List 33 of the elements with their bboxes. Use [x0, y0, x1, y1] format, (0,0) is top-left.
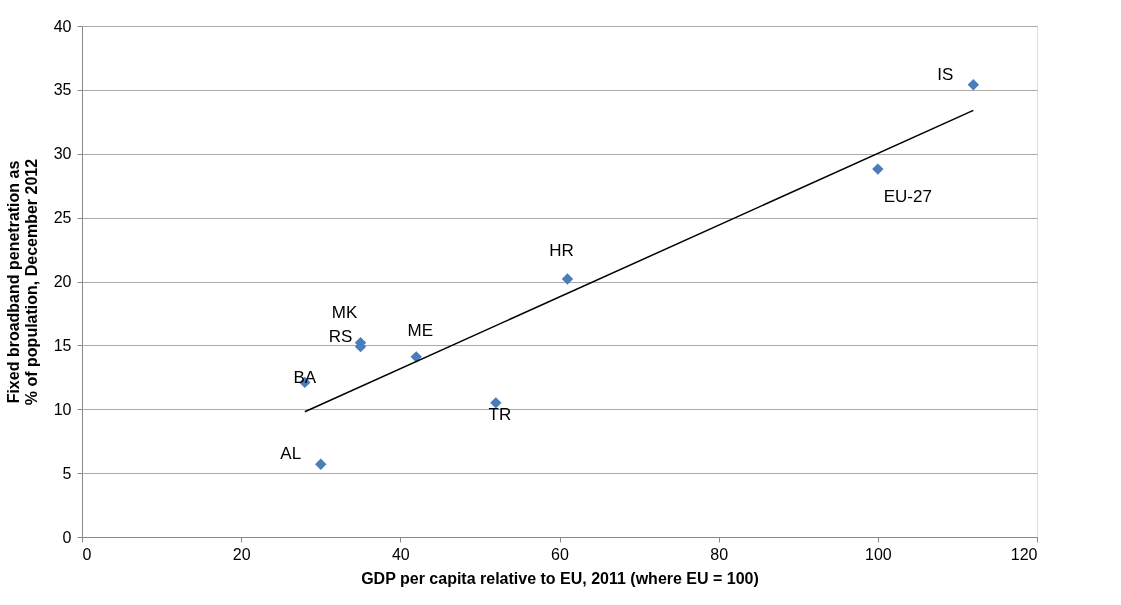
- annotation: BA: [293, 368, 317, 388]
- x-tick-label: 80: [710, 545, 729, 563]
- annotation: RS: [328, 326, 353, 346]
- y-tick-label: 25: [53, 209, 72, 227]
- x-tick-label: 0: [82, 545, 92, 563]
- annotation: MK: [331, 302, 358, 322]
- y-tick-label: 40: [53, 17, 72, 35]
- x-tick-label: 20: [232, 545, 251, 563]
- point: [872, 163, 884, 175]
- point: [967, 79, 980, 91]
- y-tick-label: 10: [53, 400, 72, 418]
- x-axis-title: GDP per capita relative to EU, 2011 (where EU = 100): [361, 569, 759, 587]
- annotation: HR: [549, 240, 574, 260]
- x-tick-label: 100: [864, 545, 892, 563]
- annotation: AL: [280, 444, 302, 464]
- y-tick-label: 0: [62, 528, 72, 546]
- annotation: IS: [937, 64, 954, 84]
- x-tick-label: 40: [391, 545, 410, 563]
- point: [490, 397, 502, 409]
- annotation: TR: [488, 404, 512, 424]
- annotation: ME: [407, 320, 433, 340]
- point: [561, 273, 574, 285]
- y-tick-label: 5: [62, 464, 72, 482]
- y-tick-label: 35: [53, 81, 72, 99]
- y-tick-label: 15: [53, 336, 72, 354]
- x-tick-label: 60: [551, 545, 569, 563]
- annotation: EU-27: [883, 187, 932, 207]
- y-axis-title: Fixed broadband penetration as % of population, December 2012: [4, 158, 40, 406]
- y-tick-label: 30: [53, 145, 72, 163]
- y-tick-label: 20: [53, 273, 72, 290]
- x-tick-label: 120: [1010, 545, 1038, 563]
- point: [410, 351, 422, 363]
- point: [315, 458, 327, 470]
